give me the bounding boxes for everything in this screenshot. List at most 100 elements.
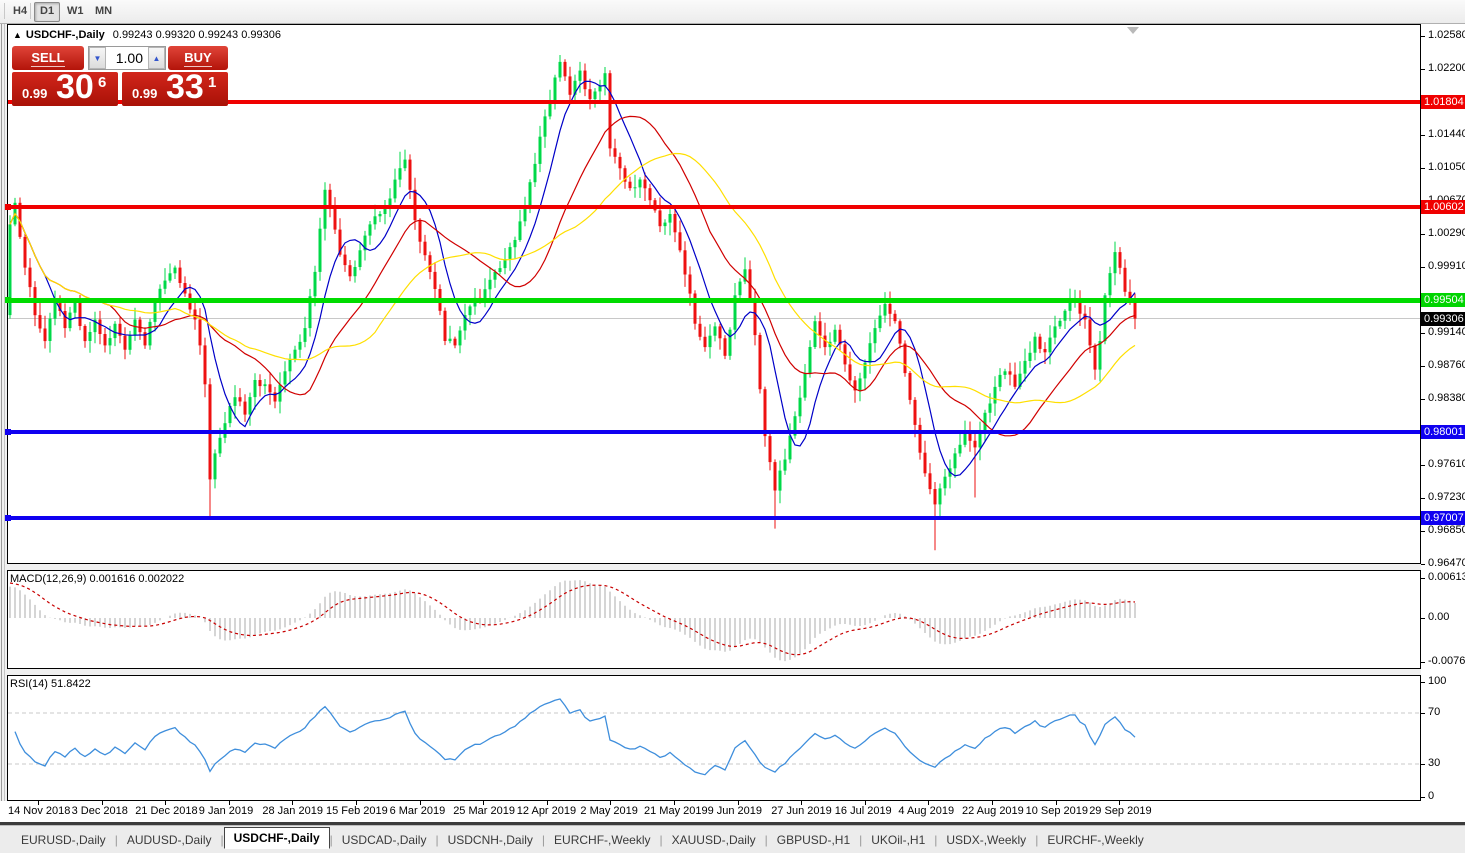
current-price-line (8, 318, 1420, 319)
rsi-tick-mark (1421, 797, 1425, 798)
buy-button-label: BUY (184, 50, 212, 67)
date-tick-mark (228, 801, 230, 805)
price-tick-mark (1421, 234, 1425, 235)
date-label: 28 Jan 2019 (262, 805, 323, 817)
toolbar-separator (30, 3, 31, 19)
horizontal-line-0.99504[interactable] (8, 297, 1420, 303)
date-tick-mark (992, 801, 993, 805)
macd-panel[interactable] (7, 570, 1421, 669)
date-label: 4 Aug 2019 (898, 805, 955, 817)
buy-price-panel[interactable]: 0.99 33 1 (122, 68, 228, 106)
rsi-tick-label: 100 (1428, 675, 1447, 687)
tab-usdcad-daily[interactable]: USDCAD-,Daily (341, 832, 427, 847)
date-tick-mark (483, 801, 485, 805)
price-tick-label: 0.98760 (1428, 359, 1465, 371)
hline-handle-1.00602[interactable] (5, 204, 11, 210)
sell-button[interactable]: SELL (12, 46, 84, 70)
price-badge-0.99504: 0.99504 (1421, 293, 1465, 307)
tab-eurusd-daily[interactable]: EURUSD-,Daily (21, 832, 106, 847)
date-tick-mark (610, 801, 612, 805)
date-tick-mark (864, 801, 866, 805)
rsi-panel[interactable] (7, 675, 1421, 801)
window-bottom-edge (0, 822, 1465, 825)
tab-usdx-weekly[interactable]: USDX-,Weekly (946, 832, 1027, 847)
price-badge-0.97007: 0.97007 (1421, 511, 1465, 525)
symbol-header: ▲ USDCHF-,Daily 0.99243 0.99320 0.99243 0.… (13, 29, 281, 41)
tab-usdcnh-daily[interactable]: USDCNH-,Daily (447, 832, 533, 847)
date-tick-mark (165, 801, 167, 805)
price-tick-label: 0.96470 (1428, 557, 1465, 569)
price-tick-mark (1421, 399, 1425, 400)
tab-audusd-daily[interactable]: AUDUSD-,Daily (126, 832, 212, 847)
rsi-tick-label: 30 (1428, 757, 1441, 769)
hline-handle-0.97007[interactable] (5, 515, 11, 521)
date-label: 2 May 2019 (580, 805, 638, 817)
rsi-tick-label: 0 (1428, 790, 1435, 802)
date-label: 22 Aug 2019 (962, 805, 1024, 817)
macd-label: MACD(12,26,9) 0.001616 0.002022 (10, 573, 185, 585)
tab-separator: | (220, 832, 224, 847)
tab-gbpusd-h1[interactable]: GBPUSD-,H1 (776, 832, 851, 847)
date-tick-mark (38, 801, 39, 805)
window-left-edge (1, 24, 2, 802)
date-tick-mark (737, 801, 739, 805)
tab-usdchf-daily[interactable]: USDCHF-,Daily (223, 826, 330, 849)
tab-separator: | (1035, 832, 1039, 847)
timeframe-button-mn[interactable]: MN (95, 5, 113, 17)
buy-price-sup: 1 (208, 74, 217, 91)
price-tick-mark (1421, 168, 1425, 169)
hline-handle-0.98001[interactable] (5, 429, 11, 435)
price-tick-mark (1421, 135, 1425, 136)
date-tick-mark (419, 801, 421, 805)
volume-stepper: ▼ 1.00 ▲ (88, 46, 166, 70)
date-label: 6 Mar 2019 (389, 805, 446, 817)
sell-price-small: 0.99 (22, 86, 48, 101)
date-label: 12 Apr 2019 (516, 805, 577, 817)
tab-separator: | (329, 832, 333, 847)
hline-handle-0.99504[interactable] (5, 297, 11, 303)
chart-shift-marker-icon[interactable] (1127, 27, 1139, 34)
collapse-arrow-icon[interactable]: ▲ (13, 30, 22, 40)
macd-tick-mark (1421, 618, 1425, 619)
tab-ukoil-h1[interactable]: UKOil-,H1 (871, 832, 926, 847)
macd-tick-mark (1421, 578, 1425, 579)
macd-tick-label: -0.007612 (1428, 655, 1465, 667)
price-tick-label: 1.02200 (1428, 62, 1465, 74)
timeframe-button-d1[interactable]: D1 (34, 2, 61, 22)
symbol-name: USDCHF-,Daily (25, 29, 105, 41)
rsi-tick-mark (1421, 764, 1425, 765)
volume-decrease-button[interactable]: ▼ (89, 47, 106, 69)
price-tick-label: 0.99140 (1428, 326, 1465, 338)
price-tick-mark (1421, 531, 1425, 532)
price-tick-label: 1.02580 (1428, 29, 1465, 41)
price-tick-mark (1421, 69, 1425, 70)
horizontal-line-0.97007[interactable] (8, 516, 1420, 520)
date-label: 21 May 2019 (644, 805, 708, 817)
date-label: 25 Mar 2019 (453, 805, 515, 817)
tab-xauusd-daily[interactable]: XAUUSD-,Daily (671, 832, 756, 847)
date-tick-mark (674, 801, 675, 805)
volume-input[interactable]: 1.00 (115, 50, 143, 66)
horizontal-line-0.98001[interactable] (8, 430, 1420, 434)
date-label: 10 Sep 2019 (1025, 805, 1088, 817)
tab-eurchf-weekly[interactable]: EURCHF-,Weekly (1047, 832, 1144, 847)
symbol-ohlc: 0.99243 0.99320 0.99243 0.99306 (112, 29, 281, 41)
sell-price-panel[interactable]: 0.99 30 6 (12, 68, 118, 106)
date-label: 14 Nov 2018 (8, 805, 71, 817)
price-axis-column[interactable] (1421, 24, 1465, 822)
date-tick-mark (928, 801, 930, 805)
buy-price-small: 0.99 (132, 86, 158, 101)
tab-separator: | (435, 832, 439, 847)
tab-separator: | (764, 832, 768, 847)
buy-button[interactable]: BUY (168, 46, 228, 70)
timeframe-button-w1[interactable]: W1 (67, 5, 84, 17)
volume-increase-button[interactable]: ▲ (148, 47, 165, 69)
price-tick-mark (1421, 36, 1425, 37)
price-tick-label: 0.99910 (1428, 260, 1465, 272)
horizontal-line-1.00602[interactable] (8, 205, 1420, 209)
toolbar-separator (4, 3, 5, 19)
tab-eurchf-weekly[interactable]: EURCHF-,Weekly (554, 832, 651, 847)
date-label: 15 Feb 2019 (326, 805, 388, 817)
price-badge-0.99306: 0.99306 (1421, 312, 1465, 326)
timeframe-button-h4[interactable]: H4 (13, 5, 28, 17)
